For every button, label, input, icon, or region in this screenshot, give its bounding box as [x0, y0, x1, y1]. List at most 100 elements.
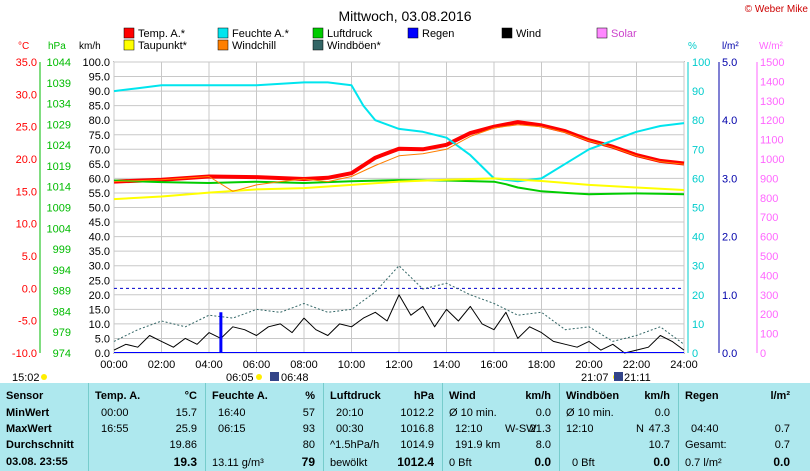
legend-swatch	[312, 27, 324, 39]
gust-column: Windböen km/h Ø 10 min. 0.0 12:10 N 47.3…	[560, 383, 679, 471]
rain-header: Regen	[685, 390, 719, 402]
y-tick-label: 1.0	[722, 290, 737, 302]
legend-label: Wind	[516, 28, 541, 40]
temp-header: Temp. A.	[95, 390, 141, 402]
y-tick-label: 1019	[47, 161, 71, 173]
y-tick-label: 4.0	[722, 115, 737, 127]
x-tick-label: 22:00	[623, 359, 651, 371]
legend-label: Regen	[422, 28, 454, 40]
rain-column: Regen l/m² 04:40 0.7 Gesamt: 0.7 0.7 l/m…	[679, 383, 810, 471]
legend-label: Windchill	[232, 40, 276, 52]
legend-swatch	[217, 27, 229, 39]
y-tick-label: 1400	[760, 76, 784, 88]
gust-avg-value: 10.7	[648, 439, 670, 451]
y-tick-label: 1000	[760, 154, 784, 166]
y-tick-label: 90.0	[89, 86, 110, 98]
moonrise-moon-icon	[270, 372, 279, 381]
rain-current-rate: 0.7 l/m²	[685, 457, 722, 469]
x-tick-label: 24:00	[670, 359, 698, 371]
y-tick-label: 979	[53, 327, 71, 339]
wind-beaufort: 0 Bft	[449, 457, 472, 469]
moonset-moon-icon	[614, 372, 623, 381]
y-tick-label: 5.0	[95, 333, 110, 345]
chart-legend: Temp. A.* Feuchte A.* Luftdruck Regen Wind So…	[123, 27, 637, 52]
temp-column: Temp. A. °C 00:00 15.7 16:55 25.9 19.86 …	[89, 383, 206, 471]
rain-current-value: 0.0	[773, 455, 790, 469]
pressure-current-value: 1012.4	[397, 455, 434, 469]
row-label-min: MinWert	[6, 407, 50, 419]
humidity-max-time: 06:15	[218, 423, 246, 435]
chart-grid	[113, 61, 685, 354]
y-tick-label: 35.0	[16, 57, 37, 69]
rain-total-label: Gesamt:	[685, 439, 727, 451]
y-tick-label: 15.0	[89, 304, 110, 316]
pressure-max-time: 00:30	[336, 423, 364, 435]
x-tick-label: 04:00	[195, 359, 223, 371]
y-tick-label: 994	[53, 265, 71, 277]
wind-current-value: 0.0	[534, 455, 551, 469]
wind-min-value: 0.0	[535, 407, 551, 419]
legend-label: Solar	[611, 28, 637, 40]
y-tick-label: 1100	[760, 135, 784, 147]
pressure-trend: ^1.5hPa/h	[330, 439, 380, 451]
gust-unit: km/h	[644, 390, 670, 402]
weather-chart: Mittwoch, 03.08.2016 © Weber Mike Temp. …	[12, 4, 809, 383]
temp-current-value: 19.3	[173, 455, 197, 469]
axis-unit-label: W/m²	[759, 41, 784, 52]
y-tick-label: 100	[692, 57, 710, 69]
copyright-label: © Weber Mike	[745, 4, 809, 15]
gust-current-value: 0.0	[653, 455, 670, 469]
rain-max-value: 0.7	[774, 423, 790, 435]
legend-swatch	[123, 39, 135, 51]
y-tick-label: 1004	[47, 223, 71, 235]
axis-units: °C hPa km/h% l/m² W/m²	[18, 41, 784, 52]
y-tick-label: 45.0	[89, 217, 110, 229]
wind-unit: km/h	[525, 390, 551, 402]
pressure-column: Luftdruck hPa 20:10 1012.2 00:30 1016.8 …	[324, 383, 443, 471]
y-tick-label: 984	[53, 306, 71, 318]
legend-label: Temp. A.*	[138, 28, 186, 40]
gust-header: Windböen	[566, 390, 620, 402]
y-tick-label: 95.0	[89, 72, 110, 84]
y-tick-label: 10	[692, 319, 704, 331]
y-tick-label: 50	[692, 203, 704, 215]
temp-max-time: 16:55	[101, 423, 129, 435]
y-tick-label: 60.0	[89, 173, 110, 185]
y-tick-label: 300	[760, 290, 778, 302]
x-tick-label: 02:00	[148, 359, 176, 371]
y-tick-label: 989	[53, 286, 71, 298]
y-tick-label: 1029	[47, 119, 71, 131]
series-line	[113, 294, 685, 354]
y-tick-label: 3.0	[722, 173, 737, 185]
y-tick-label: 1014	[47, 182, 71, 194]
y-tick-label: 2.0	[722, 232, 737, 244]
series-line	[113, 177, 685, 201]
y-tick-label: 1039	[47, 78, 71, 90]
y-tick-label: 80	[692, 115, 704, 127]
y-tick-label: 75.0	[89, 130, 110, 142]
axis-unit-label: km/h	[79, 41, 101, 52]
pressure-min-value: 1012.2	[400, 407, 434, 419]
legend-swatch	[123, 27, 135, 39]
y-tick-label: 30.0	[89, 261, 110, 273]
pressure-avg-value: 1014.9	[400, 439, 434, 451]
y-tick-label: 1024	[47, 140, 71, 152]
chart-series	[113, 81, 685, 354]
legend-swatch	[501, 27, 513, 39]
temp-max-value: 25.9	[175, 423, 197, 435]
y-tick-label: 1034	[47, 99, 71, 111]
y-tick-label: 65.0	[89, 159, 110, 171]
series-line	[113, 179, 685, 196]
y-tick-label: 100	[760, 329, 778, 341]
wind-distance: 191.9 km	[455, 439, 501, 451]
legend-swatch	[407, 27, 419, 39]
x-tick-label: 08:00	[290, 359, 318, 371]
pressure-min-time: 20:10	[336, 407, 364, 419]
y-tick-label: 974	[53, 348, 71, 360]
chart-axes: 35.0 30.0 25.0 20.0 15.0 10.0 5.0 0.0 -5.0 -10.0 1…	[12, 57, 785, 360]
y-tick-label: 10.0	[89, 319, 110, 331]
y-tick-label: 0.0	[22, 283, 37, 295]
y-tick-label: -5.0	[18, 316, 37, 328]
time-left-label: 15:02	[12, 372, 40, 383]
moonrise-label: 06:48	[281, 372, 309, 383]
